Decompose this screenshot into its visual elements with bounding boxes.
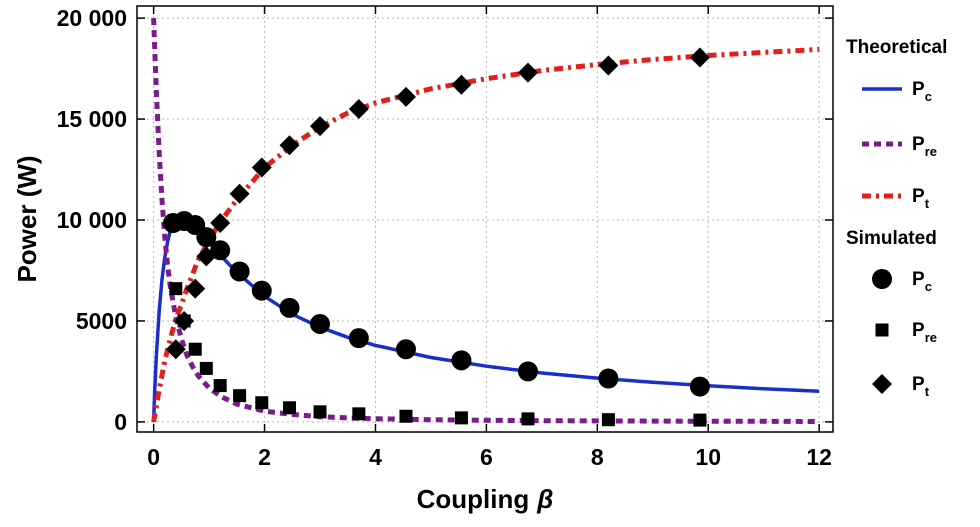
legend-label-sim_pt: Pt	[912, 374, 930, 399]
x-tick-label-6: 12	[806, 444, 832, 470]
point-sim_pt-0	[165, 339, 186, 360]
x-axis-label-symbol: β	[536, 484, 553, 514]
point-sim_pre-2	[188, 342, 202, 356]
point-sim_pre-10	[399, 409, 413, 423]
x-tick-label-4: 8	[591, 444, 604, 470]
x-tick-label-3: 6	[480, 444, 493, 470]
plot-frame	[136, 5, 834, 433]
point-sim_pre-5	[233, 389, 247, 403]
series-sim_pt	[165, 47, 710, 360]
point-sim_pc-5	[229, 261, 250, 282]
point-sim_pc-8	[310, 313, 331, 334]
legend-entry-theo_pre: Pre	[862, 134, 937, 159]
point-sim_pt-14	[689, 47, 710, 68]
point-sim_pc-12	[517, 361, 538, 382]
y-axis-label: Power (W)	[12, 155, 42, 282]
point-sim_pt-6	[251, 157, 272, 178]
point-sim_pc-3	[196, 227, 217, 248]
legend-group-1: Simulated Pc Pre Pt	[846, 228, 937, 399]
legend-label-theo_pc: Pc	[912, 79, 932, 104]
point-sim_pc-13	[598, 368, 619, 389]
point-sim_pre-0	[169, 282, 183, 296]
point-sim_pc-14	[689, 376, 710, 397]
point-sim_pt-9	[348, 98, 369, 119]
point-sim_pt-11	[451, 74, 472, 95]
x-axis-label: Coupling β	[417, 484, 554, 514]
axis-ticks: 0 2 4 6 8 10 12 0 5000 10 000 15 000 20 000	[57, 5, 833, 470]
series-sim_pc	[163, 211, 710, 397]
x-tick-label-5: 10	[695, 444, 721, 470]
legend: Theoretical Pc Pre Pt Simulated Pc Pre Pt	[846, 37, 947, 399]
point-sim_pc-11	[451, 350, 472, 371]
legend-entry-theo_pc: Pc	[862, 79, 932, 104]
point-sim_pre-7	[283, 401, 297, 415]
y-tick-label-0: 0	[114, 409, 127, 435]
point-sim_pt-3	[196, 246, 217, 267]
legend-swatch-sim_pre	[875, 323, 889, 337]
legend-swatch-sim_pt	[872, 374, 892, 394]
legend-label-theo_pre: Pre	[912, 134, 937, 159]
y-tick-label-4: 20 000	[57, 5, 127, 31]
point-sim_pc-7	[279, 297, 300, 318]
legend-label-theo_pt: Pt	[912, 186, 930, 211]
point-sim_pt-4	[210, 213, 231, 234]
point-sim_pc-6	[251, 280, 272, 301]
point-sim_pre-6	[255, 396, 269, 410]
point-sim_pre-11	[454, 411, 468, 425]
legend-label-sim_pre: Pre	[912, 320, 937, 345]
point-sim_pt-10	[395, 86, 416, 107]
legend-entry-sim_pt: Pt	[872, 374, 930, 399]
y-tick-label-2: 10 000	[57, 207, 127, 233]
point-sim_pre-12	[521, 412, 535, 426]
y-tick-label-1: 5000	[76, 308, 127, 334]
legend-entry-theo_pt: Pt	[862, 186, 930, 211]
legend-group-0: Theoretical Pc Pre Pt	[846, 37, 947, 211]
point-sim_pt-13	[598, 55, 619, 76]
point-sim_pre-8	[313, 405, 327, 419]
y-axis-label-group: Power (W)	[12, 155, 42, 282]
x-tick-label-1: 2	[258, 444, 271, 470]
legend-group-title-1: Simulated	[846, 228, 937, 249]
point-sim_pt-5	[229, 183, 250, 204]
point-sim_pre-4	[213, 379, 227, 393]
point-sim_pre-14	[693, 413, 707, 427]
point-sim_pt-7	[279, 135, 300, 156]
legend-label-sim_pc: Pc	[912, 269, 932, 294]
point-sim_pt-8	[310, 116, 331, 137]
point-sim_pt-2	[185, 278, 206, 299]
point-sim_pre-9	[352, 407, 366, 421]
x-tick-label-2: 4	[369, 444, 382, 470]
grid	[137, 6, 833, 432]
point-sim_pre-3	[199, 361, 213, 375]
y-tick-label-3: 15 000	[57, 106, 127, 132]
legend-entry-sim_pre: Pre	[875, 320, 937, 345]
series-layer	[151, 18, 820, 427]
point-sim_pre-13	[601, 413, 615, 427]
legend-entry-sim_pc: Pc	[872, 269, 932, 294]
legend-group-title-0: Theoretical	[846, 37, 947, 58]
point-sim_pt-12	[517, 62, 538, 83]
legend-swatch-sim_pc	[872, 269, 892, 289]
point-sim_pc-9	[348, 328, 369, 349]
x-tick-label-0: 0	[147, 444, 160, 470]
point-sim_pt-1	[174, 310, 195, 331]
point-sim_pc-10	[395, 339, 416, 360]
x-axis-label-text: Coupling	[417, 484, 530, 514]
